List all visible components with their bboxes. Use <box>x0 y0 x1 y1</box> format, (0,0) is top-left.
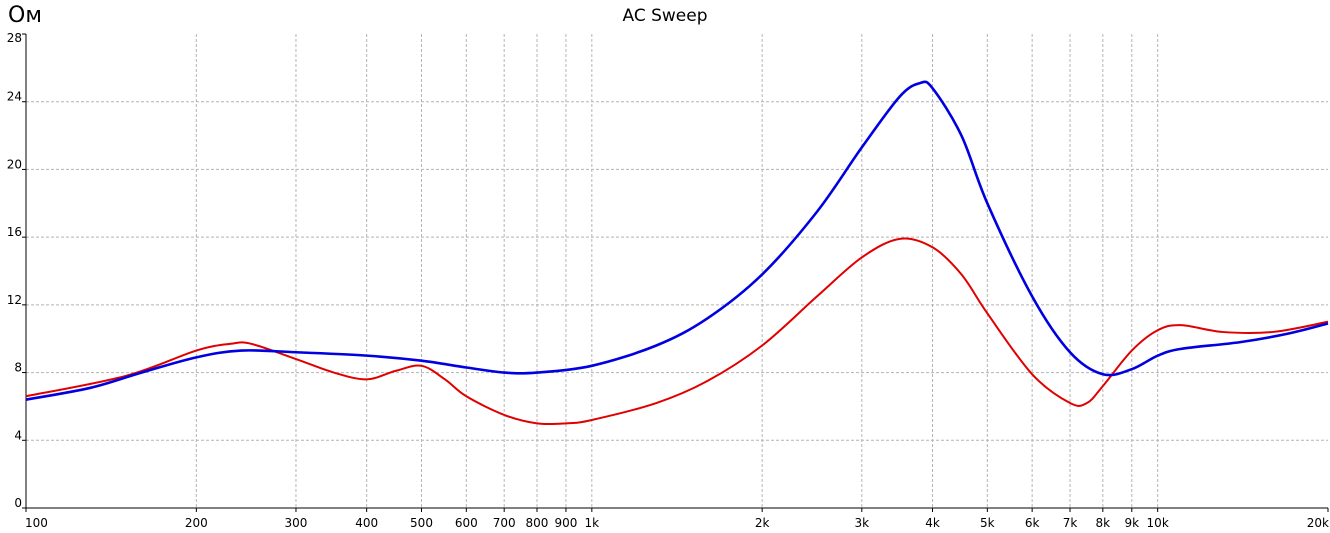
y-axis-unit-label: Ом <box>8 3 42 28</box>
x-tick-label: 20k <box>1307 516 1329 530</box>
x-tick-label: 1k <box>585 516 600 530</box>
x-tick-label: 300 <box>285 516 308 530</box>
x-tick-label: 4k <box>925 516 940 530</box>
y-tick-label: 8 <box>14 361 22 375</box>
x-tick-label: 600 <box>455 516 478 530</box>
y-tick-label: 12 <box>7 293 22 307</box>
blue-impedance-curve <box>25 80 1329 401</box>
y-tick-label: 20 <box>7 157 22 171</box>
x-tick-label: 800 <box>526 516 549 530</box>
x-tick-label: 6k <box>1025 516 1040 530</box>
y-tick-label: 0 <box>14 496 22 510</box>
x-tick-label: 700 <box>493 516 516 530</box>
x-tick-label: 3k <box>855 516 870 530</box>
x-tick-label: 200 <box>185 516 208 530</box>
grid-lines <box>26 34 1328 508</box>
y-tick-label: 28 <box>7 31 22 45</box>
y-tick-label: 16 <box>7 225 22 239</box>
y-tick-label: 4 <box>14 428 22 442</box>
x-tick-label: 400 <box>355 516 378 530</box>
x-tick-label: 500 <box>410 516 433 530</box>
chart-title: AC Sweep <box>622 6 708 26</box>
x-tick-label: 7k <box>1063 516 1078 530</box>
x-tick-label: 8k <box>1096 516 1111 530</box>
red-impedance-curve <box>25 237 1329 426</box>
x-tick-label: 100 <box>25 516 48 530</box>
y-tick-label: 24 <box>7 90 22 104</box>
x-tick-label: 9k <box>1124 516 1139 530</box>
x-tick-label: 900 <box>554 516 577 530</box>
data-series <box>25 80 1329 426</box>
tick-labels: 100 200 300 400 500 600 700 800 900 1k 2k 3k 4k 5k 6k 7… <box>7 31 1329 530</box>
axes <box>22 33 1329 512</box>
x-tick-label: 5k <box>980 516 995 530</box>
x-tick-label: 2k <box>755 516 770 530</box>
x-tick-label: 10k <box>1147 516 1169 530</box>
